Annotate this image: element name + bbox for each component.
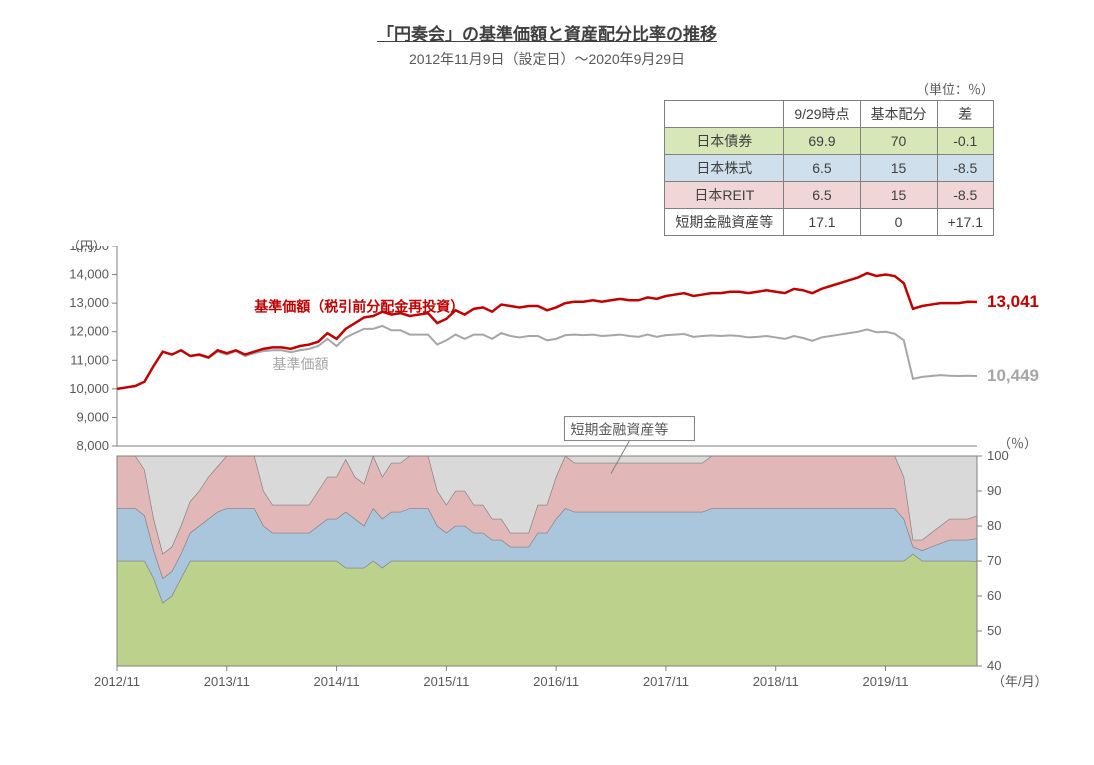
svg-text:9,000: 9,000: [76, 409, 109, 424]
svg-text:60: 60: [987, 588, 1001, 603]
svg-text:13,041: 13,041: [987, 292, 1039, 311]
svg-text:90: 90: [987, 483, 1001, 498]
svg-text:基準価額: 基準価額: [273, 356, 329, 372]
svg-text:基準価額（税引前分配金再投資）: 基準価額（税引前分配金再投資）: [254, 299, 464, 315]
table-row: 日本株式6.515-8.5: [665, 155, 994, 182]
svg-text:短期金融資産等: 短期金融資産等: [570, 422, 668, 438]
table-header: 9/29時点: [784, 101, 860, 128]
table-row: 短期金融資産等17.10+17.1: [665, 209, 994, 236]
svg-text:8,000: 8,000: [76, 438, 109, 453]
svg-text:10,449: 10,449: [987, 366, 1039, 385]
svg-text:12,000: 12,000: [69, 324, 109, 339]
y-axis-unit-yen: （円）: [67, 236, 106, 255]
svg-text:10,000: 10,000: [69, 381, 109, 396]
svg-text:14,000: 14,000: [69, 267, 109, 282]
table-row: 日本REIT6.515-8.5: [665, 182, 994, 209]
svg-text:2012/11: 2012/11: [94, 674, 140, 689]
allocation-table: 9/29時点基本配分差 日本債券69.970-0.1日本株式6.515-8.5日…: [664, 100, 994, 236]
table-header: 差: [937, 101, 993, 128]
svg-text:80: 80: [987, 518, 1001, 533]
svg-text:（年/月）: （年/月）: [992, 674, 1047, 689]
svg-text:2017/11: 2017/11: [643, 674, 689, 689]
table-header: 基本配分: [860, 101, 937, 128]
svg-text:2019/11: 2019/11: [862, 674, 908, 689]
svg-text:11,000: 11,000: [70, 352, 109, 367]
y-axis-unit-pct: （％）: [998, 433, 1037, 452]
chart-subtitle: 2012年11月9日（設定日）～2020年9月29日: [30, 49, 1064, 69]
table-header: [665, 101, 784, 128]
combined-chart: 8,000 9,000 10,000 11,000 12,000 13,000 14,000…: [47, 246, 1047, 706]
unit-label: （単位：％）: [30, 79, 994, 98]
svg-text:70: 70: [987, 553, 1001, 568]
svg-text:2018/11: 2018/11: [753, 674, 799, 689]
svg-text:2016/11: 2016/11: [533, 674, 579, 689]
svg-text:2013/11: 2013/11: [204, 674, 250, 689]
svg-text:2014/11: 2014/11: [314, 674, 360, 689]
svg-text:40: 40: [987, 658, 1001, 673]
svg-text:50: 50: [987, 623, 1001, 638]
table-row: 日本債券69.970-0.1: [665, 128, 994, 155]
svg-text:2015/11: 2015/11: [423, 674, 469, 689]
svg-text:13,000: 13,000: [69, 295, 109, 310]
chart-title: 「円奏会」の基準価額と資産配分比率の推移: [30, 20, 1064, 45]
